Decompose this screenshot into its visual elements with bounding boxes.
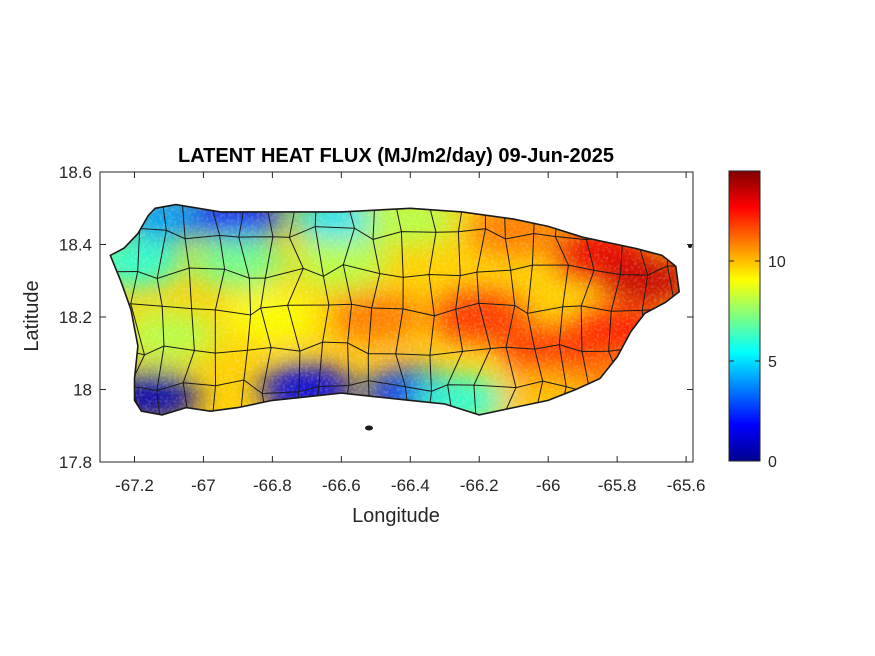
municipality-boundary: [110, 264, 680, 280]
x-tick-label: -65.8: [598, 476, 637, 495]
x-tick-label: -66.6: [322, 476, 361, 495]
x-tick-label: -66.8: [253, 476, 292, 495]
y-axis-ticks: 18.6 18.4 18.2 18 17.8: [59, 163, 693, 472]
x-tick-label: -66.2: [460, 476, 499, 495]
x-axis-label: Longitude: [352, 505, 440, 527]
x-tick-label: -66.4: [391, 476, 430, 495]
chart-title: LATENT HEAT FLUX (MJ/m2/day) 09-Jun-2025: [178, 145, 614, 167]
y-tick-label: 18.2: [59, 308, 92, 327]
colorbar-tick-label: 0: [768, 454, 777, 471]
x-tick-label: -67.2: [115, 476, 154, 495]
colorbar: 0 5 10: [728, 170, 786, 471]
x-tick-label: -65.6: [667, 476, 706, 495]
municipality-boundary: [111, 341, 680, 356]
x-tick-label: -67: [191, 476, 216, 495]
y-tick-label: 18: [73, 381, 92, 400]
y-tick-label: 18.6: [59, 163, 92, 182]
plot-area: -67.2 -67 -66.8 -66.6 -66.4 -66.2 -66 -65.8 -65.…: [59, 163, 706, 495]
colorbar-tick-label: 5: [768, 354, 777, 371]
y-axis-label: Latitude: [21, 280, 43, 351]
y-tick-label: 18.4: [59, 236, 92, 255]
island-outline: [109, 203, 681, 416]
x-axis-ticks: -67.2 -67 -66.8 -66.6 -66.4 -66.2 -66 -65.8 -65.…: [115, 172, 705, 495]
islet-caja-de-muerto: [365, 425, 373, 431]
x-tick-label: -66: [536, 476, 561, 495]
colorbar-ticks: 0 5 10: [729, 254, 786, 471]
municipality-boundary: [110, 302, 680, 317]
colorbar-gradient: [728, 170, 761, 462]
colorbar-tick-label: 10: [768, 254, 786, 271]
y-tick-label: 17.8: [59, 453, 92, 472]
